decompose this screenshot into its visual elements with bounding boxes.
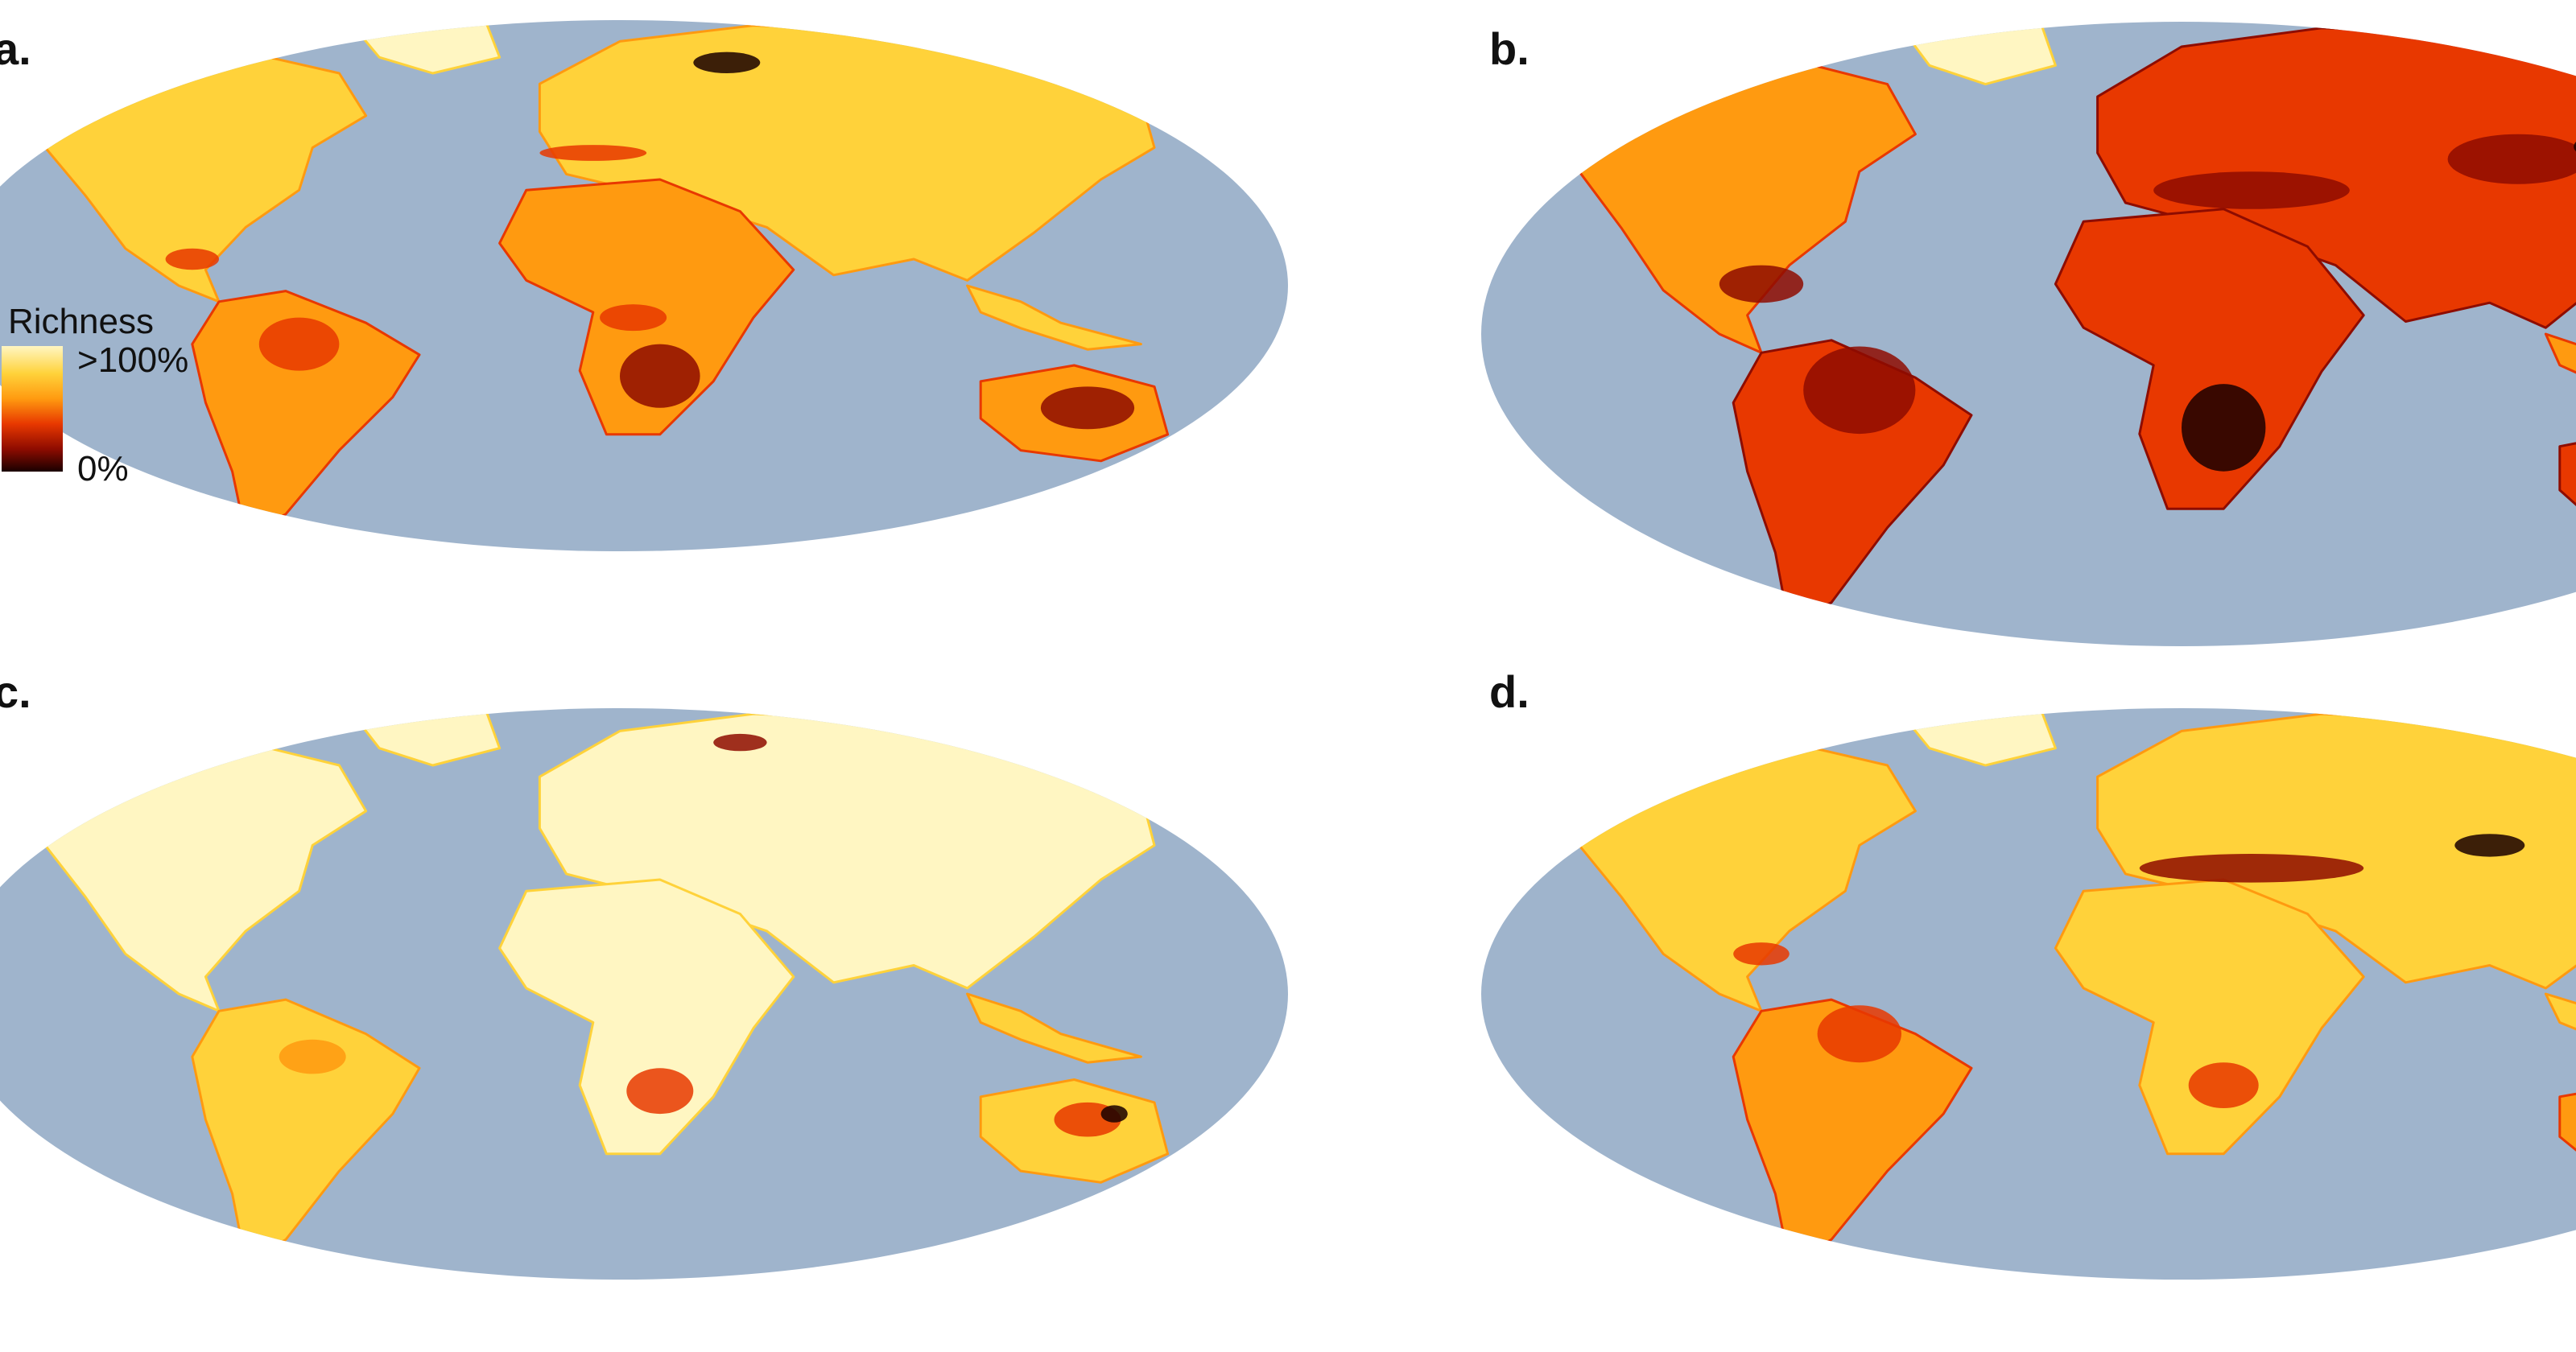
hotspot-eurasia-b-2	[2153, 171, 2350, 209]
land-australia-d	[2558, 1078, 2576, 1184]
hotspot-namerica-a-6	[165, 248, 219, 270]
hotspot-samerica-a-0	[258, 317, 340, 371]
panel-label-c: c.	[0, 666, 31, 717]
hotspot-samerica-b-0	[1803, 346, 1916, 435]
hotspot-samerica-c-0	[279, 1039, 346, 1074]
legend-color-bar	[2, 346, 63, 472]
land-namerica-c	[31, 741, 368, 1012]
hotspot-africa-b-1	[2182, 384, 2266, 472]
world-map-b	[1481, 22, 2576, 646]
map-panel-c: c.	[0, 666, 1288, 1352]
hotspot-africa-a-1	[620, 344, 700, 408]
land-seasia-b	[2544, 332, 2576, 410]
hotspot-eurasia-d-1	[2139, 854, 2364, 883]
legend-title: Richness	[8, 302, 154, 341]
land-samerica-a	[191, 290, 421, 537]
map-panel-d: d.	[1288, 666, 2576, 1352]
richness-legend: Richness >100% 0%	[0, 302, 242, 511]
hotspot-africa-d-3	[2188, 1062, 2259, 1108]
hotspot-eurasia-a-5	[539, 145, 647, 161]
hotspot-eurasia-a-4	[693, 52, 761, 74]
land-australia-b	[2558, 426, 2576, 542]
hotspot-australia-c-3	[1100, 1105, 1128, 1123]
hotspot-eurasia-b-3	[2447, 134, 2576, 184]
world-map-a	[0, 20, 1288, 551]
land-africa-d	[2054, 878, 2365, 1156]
hotspot-eurasia-c-4	[713, 733, 767, 752]
land-namerica-b	[1563, 58, 1917, 354]
land-samerica-d	[1732, 998, 1973, 1264]
world-map-d	[1481, 708, 2576, 1280]
map-panel-b: b.	[1288, 0, 2576, 676]
land-africa-c	[498, 878, 795, 1156]
legend-max-label: >100%	[77, 340, 189, 380]
map-panel-a: a. Richness >100% 0%	[0, 0, 1288, 676]
panel-label-d: d.	[1489, 666, 1530, 717]
land-namerica-d	[1563, 741, 1917, 1012]
hotspot-africa-c-1	[626, 1068, 694, 1115]
hotspot-namerica-d-4	[1733, 942, 1790, 966]
land-seasia-d	[2544, 992, 2576, 1064]
hotspot-samerica-d-0	[1817, 1005, 1901, 1063]
panel-label-b: b.	[1489, 23, 1530, 74]
hotspot-namerica-b-5	[1719, 265, 1804, 303]
land-samerica-c	[191, 998, 421, 1264]
world-map-c	[0, 708, 1288, 1280]
legend-min-label: 0%	[77, 449, 129, 488]
land-namerica-a	[31, 51, 368, 303]
land-seasia-c	[966, 992, 1142, 1064]
land-africa-b	[2054, 208, 2365, 510]
land-seasia-a	[966, 284, 1142, 351]
hotspot-australia-a-3	[1040, 386, 1135, 430]
panel-label-a: a.	[0, 23, 31, 74]
hotspot-africa-a-2	[600, 304, 667, 332]
hotspot-eurasia-d-2	[2454, 834, 2525, 857]
